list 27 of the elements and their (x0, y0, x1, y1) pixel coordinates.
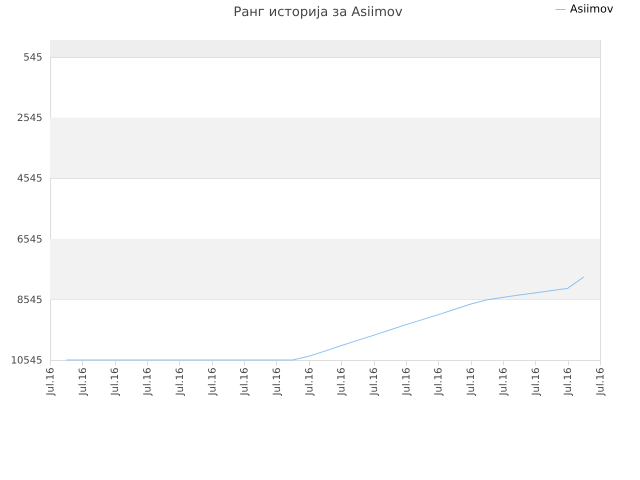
x-tick-label: Jul.16 (78, 368, 89, 396)
x-tick-label: Jul.16 (401, 368, 412, 396)
x-tick-label: Jul.16 (46, 368, 56, 396)
y-tick-label: 545 (23, 52, 42, 64)
x-tick-label: Jul.16 (563, 368, 574, 396)
legend-label: Asiimov (570, 2, 614, 16)
chart-title: Ранг историја за Asiimov (233, 5, 403, 20)
x-tick-label: Jul.16 (336, 368, 348, 396)
y-tick-label: 10545 (10, 356, 42, 366)
y-tick-label: 8545 (17, 294, 42, 306)
y-tick-label: 4545 (17, 174, 42, 185)
line-series (66, 276, 584, 360)
x-tick-label: Jul.16 (142, 368, 154, 396)
x-tick-label: Jul.16 (272, 368, 283, 396)
x-tick-label: Jul.16 (466, 368, 478, 396)
x-tick-label: Jul.16 (110, 368, 122, 396)
x-tick-label: Jul.16 (207, 368, 218, 396)
x-tick-label: Jul.16 (369, 368, 380, 396)
x-tick-label: Jul.16 (240, 368, 251, 396)
y-tick-label: 2545 (17, 113, 42, 124)
x-tick-label: Jul.16 (434, 368, 445, 396)
y-tick-label: 6545 (17, 234, 42, 246)
x-tick-label: Jul.16 (304, 368, 316, 396)
x-tick-label: Jul.16 (596, 368, 606, 396)
x-tick-label: Jul.16 (174, 368, 186, 396)
x-tick-label: Jul.16 (530, 368, 542, 396)
x-tick-label: Jul.16 (498, 368, 510, 396)
